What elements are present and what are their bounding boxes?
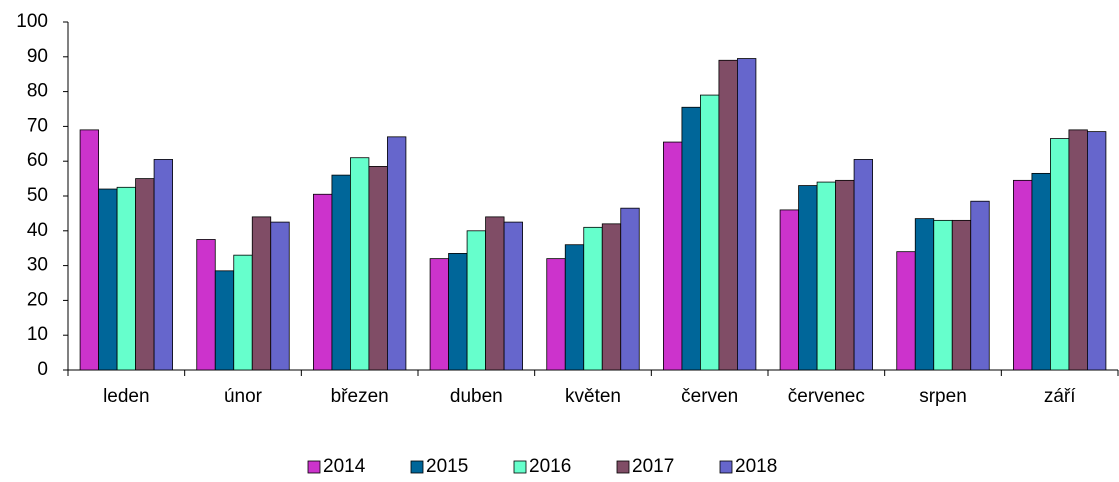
bar	[251, 216, 272, 371]
legend-label: 2015	[426, 456, 468, 477]
y-tick-label: 20	[27, 289, 48, 310]
legend-label: 2014	[323, 456, 366, 477]
bar	[98, 188, 118, 371]
bar	[153, 159, 173, 371]
bar	[779, 209, 799, 371]
bar	[546, 258, 566, 371]
bar	[1031, 172, 1051, 371]
bar	[816, 181, 836, 371]
x-tick-label: květen	[565, 386, 621, 407]
x-tick-label: březen	[331, 386, 389, 407]
bar	[853, 159, 873, 371]
x-tick-label: duben	[450, 386, 503, 407]
bar	[135, 178, 155, 371]
bar	[896, 251, 916, 371]
bar	[466, 230, 486, 371]
bar	[387, 136, 407, 371]
bar	[485, 216, 505, 371]
x-tick-label: červen	[681, 386, 738, 407]
y-tick-label: 100	[16, 11, 48, 32]
bar	[79, 129, 99, 371]
legend-swatch	[719, 460, 733, 474]
bar	[448, 253, 468, 371]
bar	[233, 254, 253, 371]
legend-label: 2018	[735, 456, 777, 477]
legend-swatch	[307, 460, 321, 474]
bar	[914, 218, 935, 371]
y-tick-label: 60	[27, 150, 48, 171]
bar	[681, 106, 701, 371]
bar	[214, 270, 235, 371]
bar	[970, 200, 990, 371]
bar	[1087, 131, 1107, 371]
bar	[564, 244, 585, 371]
x-tick-label: srpen	[919, 386, 967, 407]
x-tick-label: červenec	[788, 386, 865, 407]
bar	[718, 59, 738, 371]
legend-swatch	[513, 460, 527, 474]
bar	[620, 207, 640, 371]
bar	[700, 94, 720, 371]
y-tick-label: 30	[27, 255, 48, 276]
x-tick-label: únor	[224, 386, 263, 407]
legend-swatch	[616, 460, 630, 474]
x-tick-label: leden	[103, 386, 150, 407]
bar	[196, 239, 216, 371]
bar	[951, 219, 972, 371]
bar	[270, 221, 290, 371]
bar	[601, 223, 622, 371]
bar	[368, 166, 388, 371]
bar	[1050, 138, 1070, 371]
legend-label: 2016	[529, 456, 571, 477]
bar	[835, 179, 855, 371]
bar	[737, 58, 757, 371]
legend-swatch	[410, 460, 424, 474]
bar	[933, 219, 953, 371]
bar	[313, 193, 333, 371]
y-tick-label: 40	[27, 220, 48, 241]
bar	[429, 258, 449, 371]
bar	[1068, 129, 1088, 371]
bar	[798, 185, 818, 371]
legend-label: 2017	[632, 456, 674, 477]
bar	[503, 221, 523, 371]
y-tick-label: 50	[27, 185, 48, 206]
y-tick-label: 90	[27, 46, 48, 67]
bar	[583, 226, 603, 371]
bar	[331, 174, 351, 371]
y-tick-label: 0	[37, 359, 48, 380]
bar	[116, 186, 136, 371]
y-tick-label: 10	[27, 324, 48, 345]
x-tick-label: září	[1044, 386, 1076, 407]
bar	[1013, 179, 1033, 371]
bar	[663, 141, 683, 371]
y-tick-label: 70	[27, 115, 48, 136]
y-tick-label: 80	[27, 81, 48, 102]
bar	[350, 157, 370, 371]
